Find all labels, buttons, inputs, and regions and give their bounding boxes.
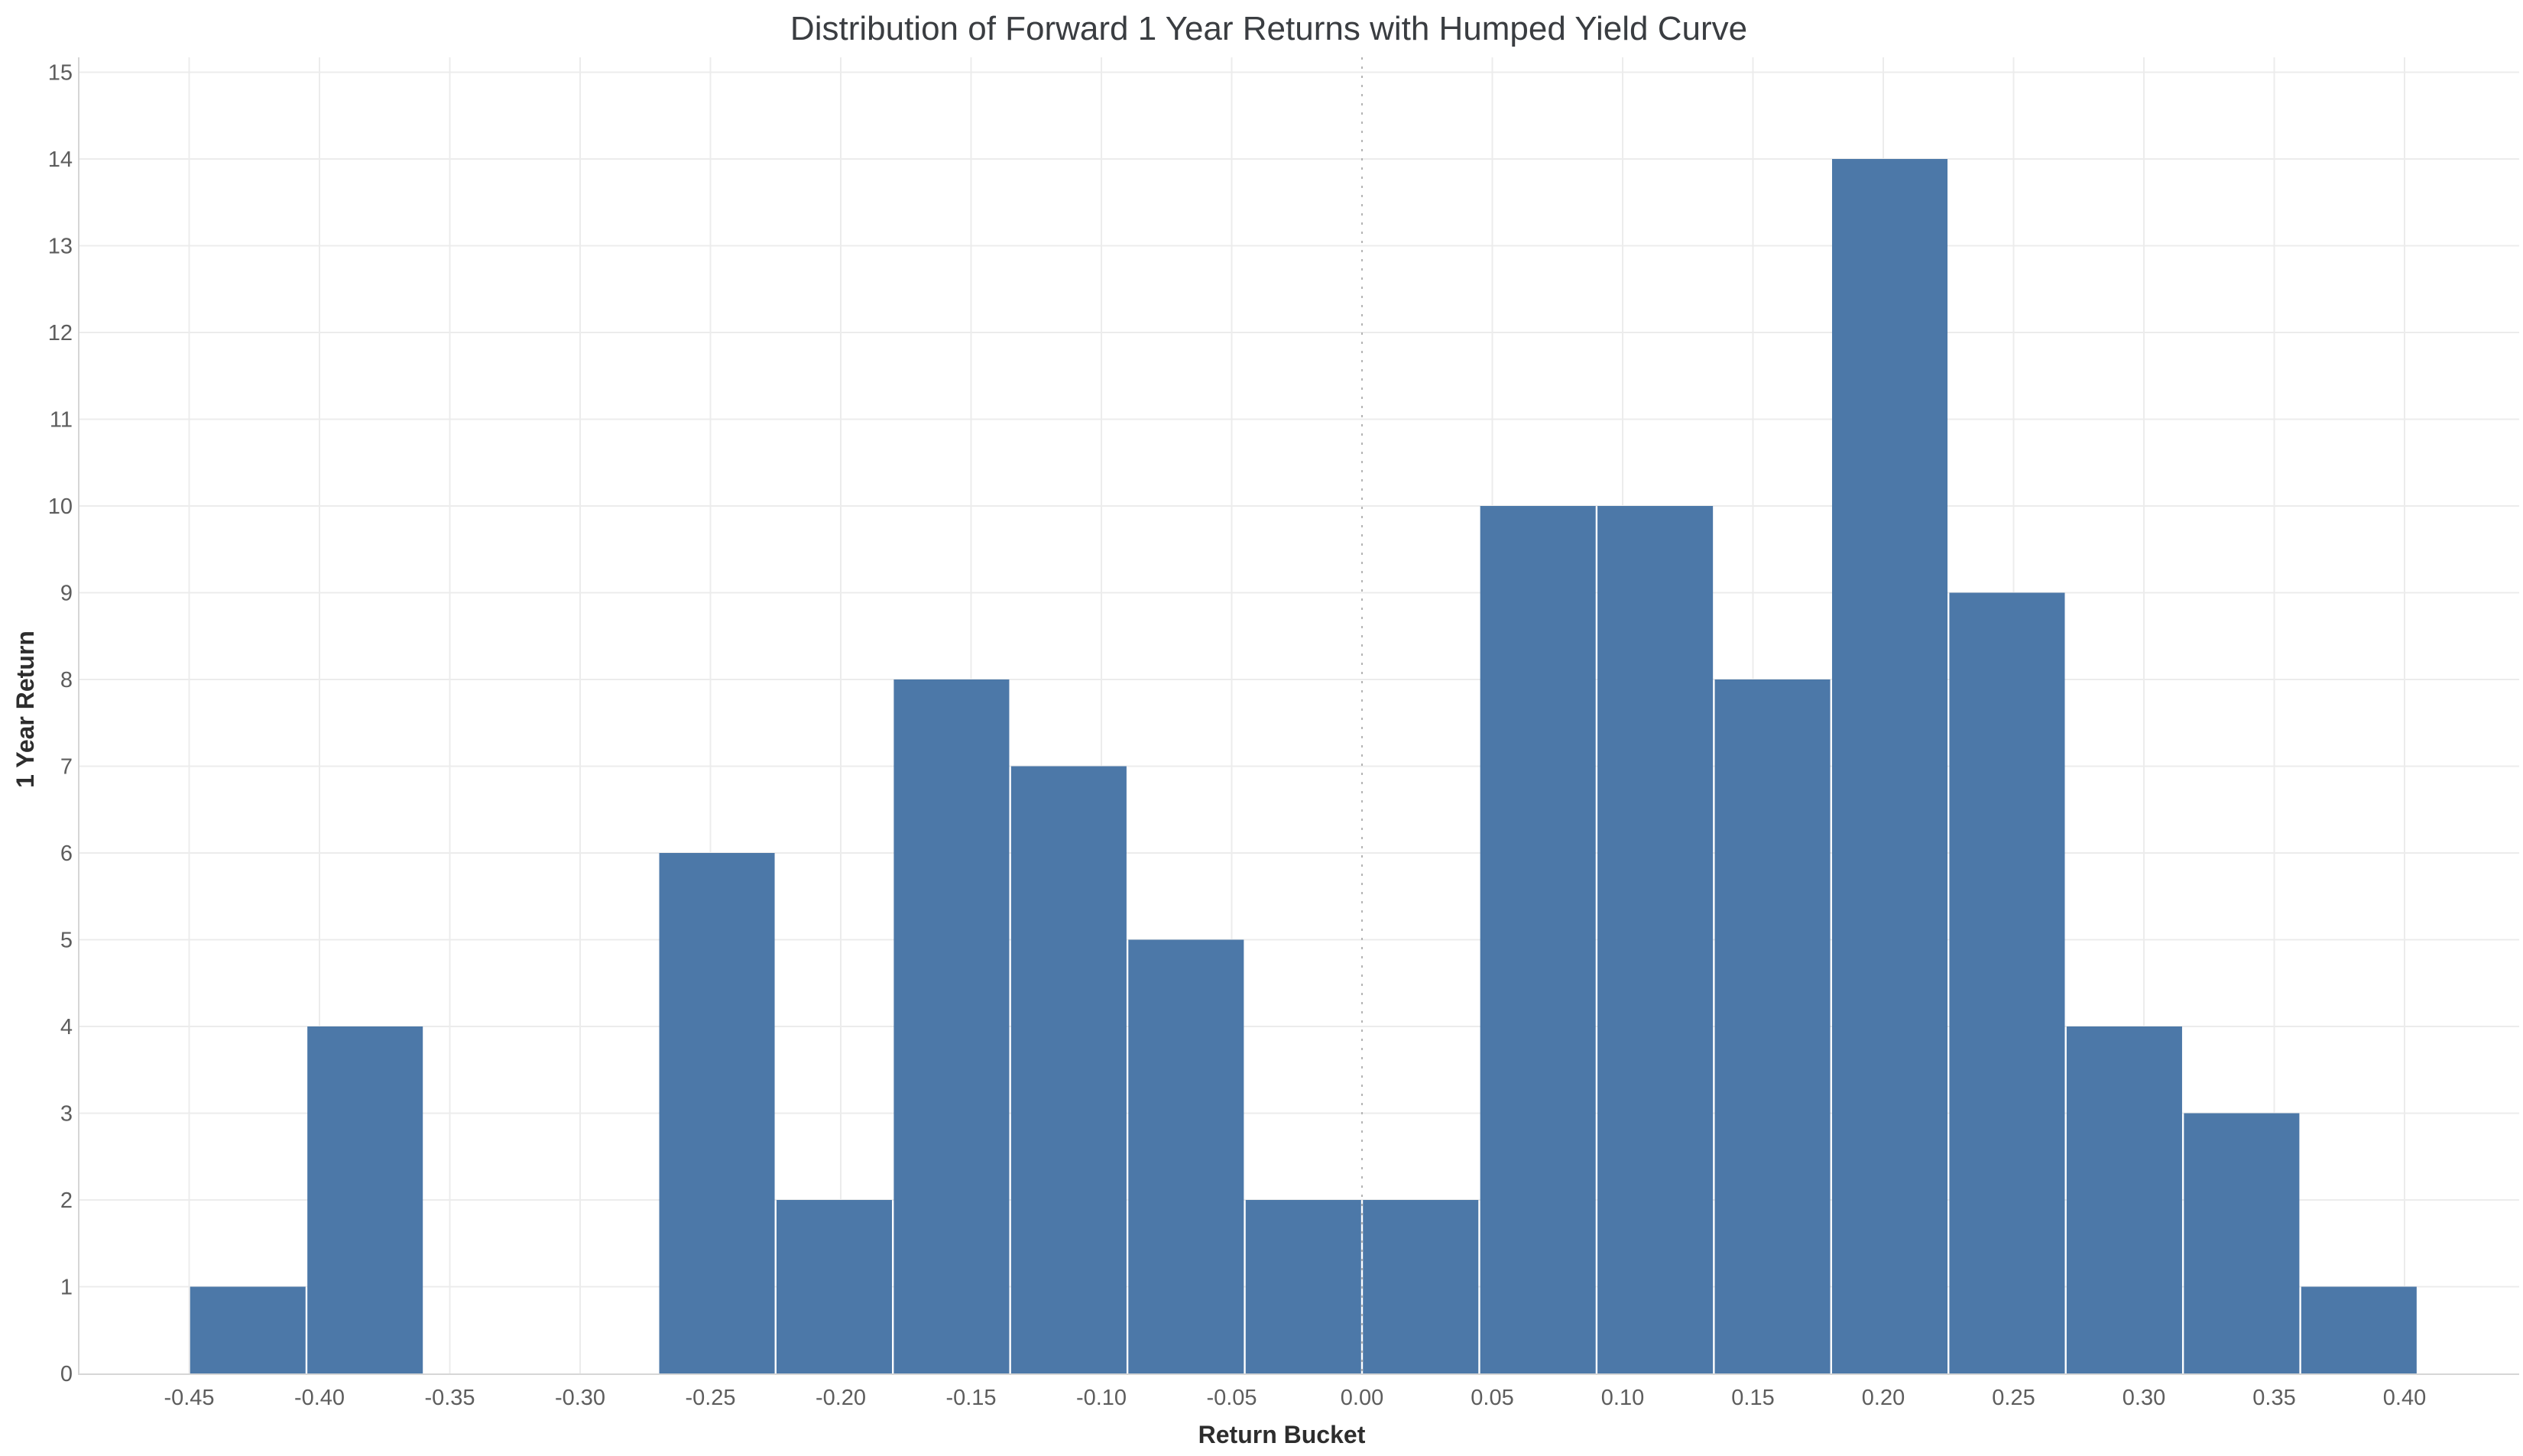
y-tick-label: 12 [48, 321, 73, 345]
histogram-bar[interactable] [1245, 1200, 1361, 1373]
x-tick-label: 0.05 [1471, 1386, 1513, 1410]
x-tick-label: 0.30 [2122, 1386, 2165, 1410]
y-tick-label: 6 [60, 841, 73, 866]
histogram-bar[interactable] [1714, 679, 1831, 1373]
x-tick-label: -0.25 [685, 1386, 735, 1410]
y-tick-label: 5 [60, 929, 73, 953]
x-tick-label: 0.25 [1992, 1386, 2035, 1410]
x-tick-label: -0.35 [424, 1386, 475, 1410]
histogram-bars [190, 159, 2417, 1373]
histogram-bar[interactable] [1949, 592, 2065, 1374]
y-tick-label: 7 [60, 755, 73, 780]
y-tick-label: 11 [50, 408, 73, 433]
chart-title: Distribution of Forward 1 Year Returns w… [790, 10, 1747, 47]
y-tick-label: 3 [60, 1102, 73, 1127]
histogram-bar[interactable] [1363, 1200, 1479, 1373]
x-tick-label: -0.30 [555, 1386, 605, 1410]
histogram-bar[interactable] [2066, 1026, 2182, 1373]
y-axis-title: 1 Year Return [11, 631, 39, 788]
x-tick-label: 0.00 [1341, 1386, 1383, 1410]
histogram-bar[interactable] [1128, 939, 1244, 1374]
x-tick-label: -0.40 [294, 1386, 345, 1410]
y-tick-label: 0 [60, 1362, 73, 1386]
y-tick-label: 1 [60, 1276, 73, 1300]
y-tick-label: 8 [60, 668, 73, 692]
histogram-bar[interactable] [1597, 506, 1714, 1373]
x-tick-label: 0.40 [2383, 1386, 2426, 1410]
y-tick-label: 14 [48, 148, 73, 172]
histogram-bar[interactable] [307, 1026, 423, 1373]
histogram-bar[interactable] [659, 853, 775, 1373]
y-tick-label: 2 [60, 1188, 73, 1213]
y-tick-label: 4 [60, 1015, 73, 1039]
x-tick-label: -0.05 [1206, 1386, 1257, 1410]
y-tick-label: 10 [48, 495, 73, 519]
y-tick-label: 15 [48, 61, 73, 86]
histogram-bar[interactable] [2301, 1286, 2417, 1374]
x-tick-label: -0.45 [164, 1386, 214, 1410]
x-tick-label: -0.20 [816, 1386, 866, 1410]
histogram-bar[interactable] [893, 679, 1010, 1373]
histogram-bar[interactable] [1010, 766, 1127, 1374]
x-tick-label: 0.10 [1601, 1386, 1644, 1410]
x-tick-labels: -0.45 -0.40 -0.35 -0.30 -0.25 -0.20 -0.15 -0.10… [164, 1386, 2426, 1410]
x-tick-label: -0.10 [1076, 1386, 1127, 1410]
histogram-bar[interactable] [1480, 506, 1596, 1373]
x-tick-label: 0.20 [1862, 1386, 1905, 1410]
y-tick-label: 13 [48, 235, 73, 259]
x-tick-label: 0.35 [2252, 1386, 2295, 1410]
x-axis-title: Return Bucket [1198, 1421, 1366, 1448]
y-tick-label: 9 [60, 582, 73, 606]
x-tick-label: 0.15 [1731, 1386, 1774, 1410]
histogram-bar[interactable] [1832, 159, 1948, 1373]
histogram-bar[interactable] [2184, 1113, 2300, 1374]
histogram-bar[interactable] [776, 1200, 892, 1373]
x-tick-label: -0.15 [945, 1386, 996, 1410]
histogram-bar[interactable] [190, 1286, 306, 1374]
horizontal-gridlines [79, 71, 2519, 1288]
